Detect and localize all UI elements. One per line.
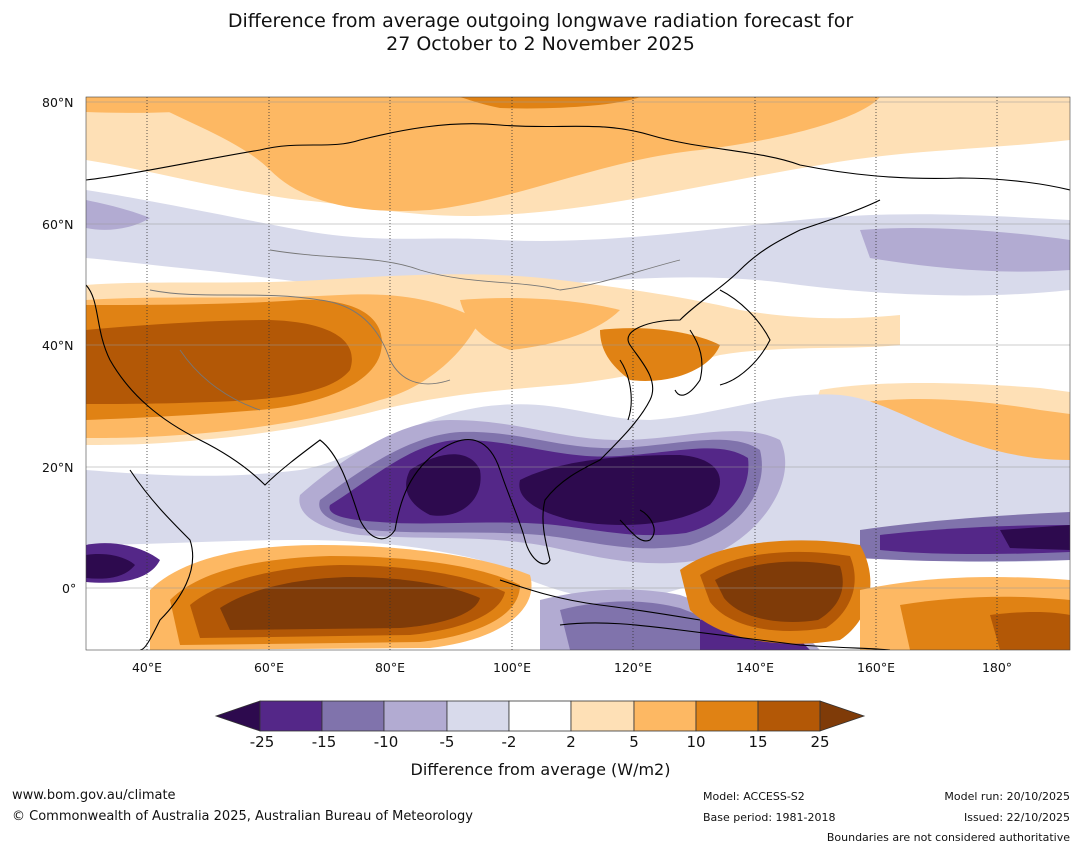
colorbar-tick: 10 xyxy=(686,733,706,751)
lat-label-60n: 60°N xyxy=(42,217,74,232)
lon-label-80e: 80°E xyxy=(374,660,406,675)
lat-label-20n: 20°N xyxy=(42,460,74,475)
colorbar-tick: -2 xyxy=(501,733,517,751)
lon-label-120e: 120°E xyxy=(613,660,653,675)
website-link[interactable]: www.bom.gov.au/climate xyxy=(12,788,176,803)
colorbar-segment-9 xyxy=(757,700,821,732)
lon-label-100e: 100°E xyxy=(492,660,532,675)
title-line-2: 27 October to 2 November 2025 xyxy=(386,33,695,55)
lat-label-80n: 80°N xyxy=(42,95,74,110)
colorbar xyxy=(214,700,866,732)
colorbar-tick: 25 xyxy=(810,733,830,751)
colorbar-tick: 15 xyxy=(748,733,768,751)
colorbar-extend-low xyxy=(214,700,261,732)
lon-label-60e: 60°E xyxy=(253,660,285,675)
lon-label-160e: 160°E xyxy=(856,660,896,675)
map-frame xyxy=(85,96,1071,651)
olr-anomaly-field xyxy=(86,97,1070,650)
colorbar-tick: 5 xyxy=(629,733,639,751)
country-borders xyxy=(149,249,681,411)
colorbar-tick: -5 xyxy=(439,733,455,751)
colorbar-segment-1 xyxy=(259,700,323,732)
parallels xyxy=(86,101,1070,589)
chart-title: Difference from average outgoing longwav… xyxy=(0,10,1081,56)
colorbar-tick: 2 xyxy=(566,733,576,751)
title-line-1: Difference from average outgoing longwav… xyxy=(227,10,854,32)
colorbar-segment-4 xyxy=(446,700,510,732)
colorbar-segment-5 xyxy=(508,700,572,732)
colorbar-tick: -25 xyxy=(249,733,275,751)
colorbar-tick: -10 xyxy=(373,733,399,751)
colorbar-extend-high xyxy=(819,700,866,732)
issued-text: Issued: 22/10/2025 xyxy=(963,811,1070,824)
lon-label-140e: 140°E xyxy=(735,660,775,675)
coastlines xyxy=(86,123,1070,650)
colorbar-segment-3 xyxy=(383,700,448,732)
colorbar-segment-8 xyxy=(695,700,759,732)
colorbar-segment-6 xyxy=(570,700,635,732)
colorbar-tick: -15 xyxy=(311,733,337,751)
base-period-text: Base period: 1981-2018 xyxy=(703,811,836,824)
model-run-text: Model run: 20/10/2025 xyxy=(944,790,1070,803)
model-text: Model: ACCESS-S2 xyxy=(703,790,805,803)
lon-label-180: 180° xyxy=(981,660,1013,675)
lat-label-equator: 0° xyxy=(62,581,77,596)
copyright-text: © Commonwealth of Australia 2025, Austra… xyxy=(12,809,473,824)
lon-label-40e: 40°E xyxy=(131,660,163,675)
lat-label-40n: 40°N xyxy=(42,338,74,353)
disclaimer-text: Boundaries are not considered authoritat… xyxy=(826,831,1070,844)
colorbar-title: Difference from average (W/m2) xyxy=(410,760,671,779)
meridians xyxy=(146,97,998,650)
colorbar-segment-2 xyxy=(321,700,385,732)
colorbar-segment-7 xyxy=(633,700,697,732)
